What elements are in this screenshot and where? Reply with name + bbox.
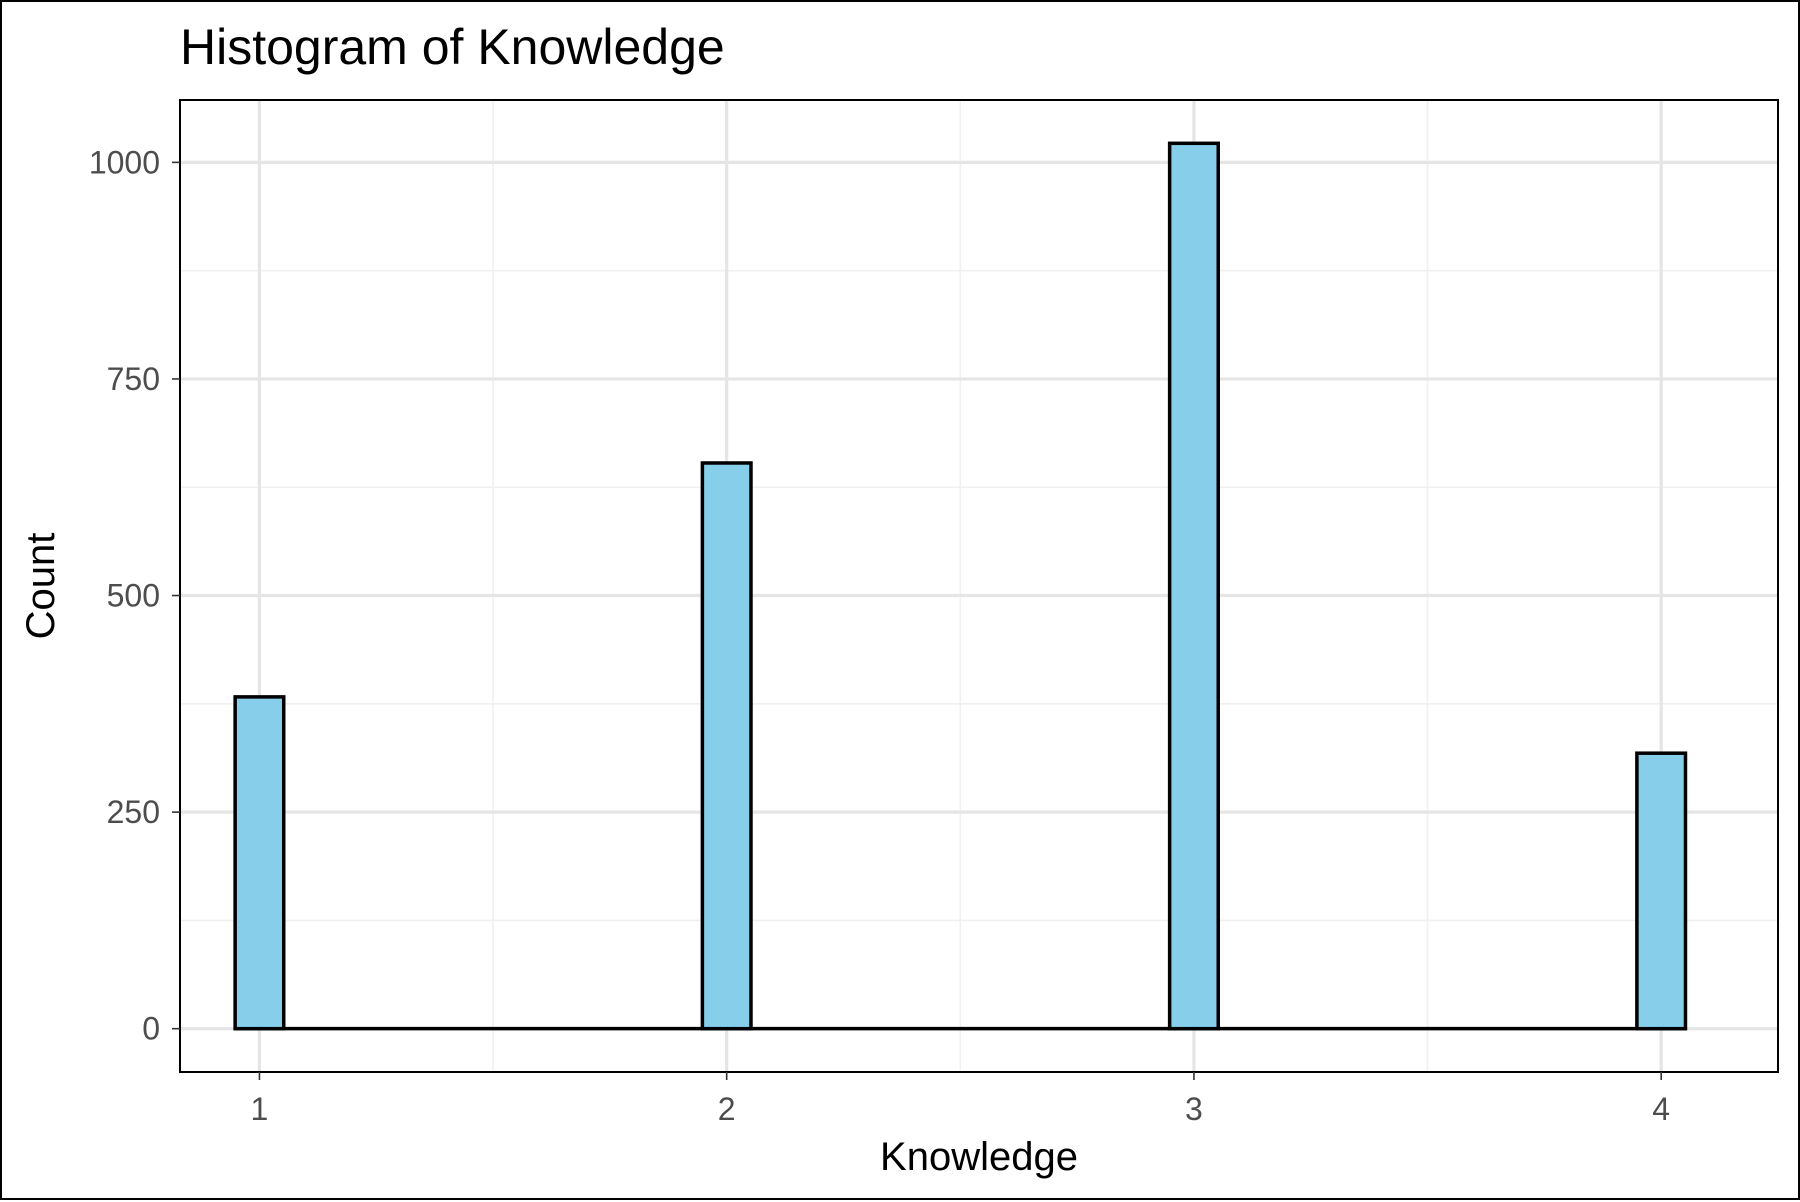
y-tick-label: 750: [107, 361, 160, 397]
x-tick-label: 1: [251, 1091, 269, 1127]
bars: [233, 141, 1688, 1031]
x-axis-title: Knowledge: [880, 1135, 1078, 1179]
x-tick-label: 4: [1652, 1091, 1670, 1127]
bar-3: [1167, 141, 1220, 1031]
panel-border: [179, 99, 1779, 1073]
chart-title: Histogram of Knowledge: [180, 19, 725, 75]
x-tick-label: 2: [718, 1091, 736, 1127]
y-tick-label: 500: [107, 578, 160, 614]
axis-ticks: 0 250 500 750 1000 1 2 3 4: [89, 144, 1670, 1127]
x-tick-label: 3: [1185, 1091, 1203, 1127]
y-tick-label: 1000: [89, 144, 160, 180]
bar-4: [1635, 751, 1688, 1031]
y-tick-label: 250: [107, 794, 160, 830]
y-tick-label: 0: [142, 1011, 160, 1047]
grid-lines: [180, 100, 1778, 1072]
bar-1: [233, 695, 286, 1031]
y-axis-title: Count: [19, 533, 63, 640]
bar-2: [700, 461, 753, 1031]
